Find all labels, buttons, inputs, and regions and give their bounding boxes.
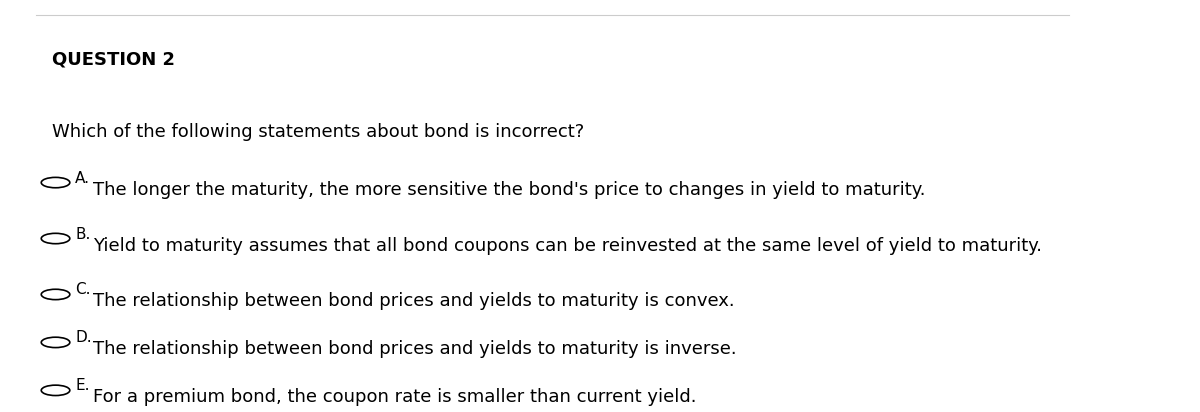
Text: Yield to maturity assumes that all bond coupons can be reinvested at the same le: Yield to maturity assumes that all bond …	[92, 236, 1042, 255]
Text: QUESTION 2: QUESTION 2	[53, 51, 175, 69]
Text: E.: E.	[76, 378, 90, 393]
Text: For a premium bond, the coupon rate is smaller than current yield.: For a premium bond, the coupon rate is s…	[92, 389, 696, 406]
Text: The relationship between bond prices and yields to maturity is convex.: The relationship between bond prices and…	[92, 293, 734, 311]
Text: C.: C.	[76, 283, 91, 297]
Text: B.: B.	[76, 227, 91, 241]
Text: Which of the following statements about bond is incorrect?: Which of the following statements about …	[53, 123, 584, 140]
Text: The relationship between bond prices and yields to maturity is inverse.: The relationship between bond prices and…	[92, 340, 737, 358]
Text: D.: D.	[76, 330, 92, 345]
Text: A.: A.	[76, 171, 90, 185]
Text: The longer the maturity, the more sensitive the bond's price to changes in yield: The longer the maturity, the more sensit…	[92, 180, 925, 199]
